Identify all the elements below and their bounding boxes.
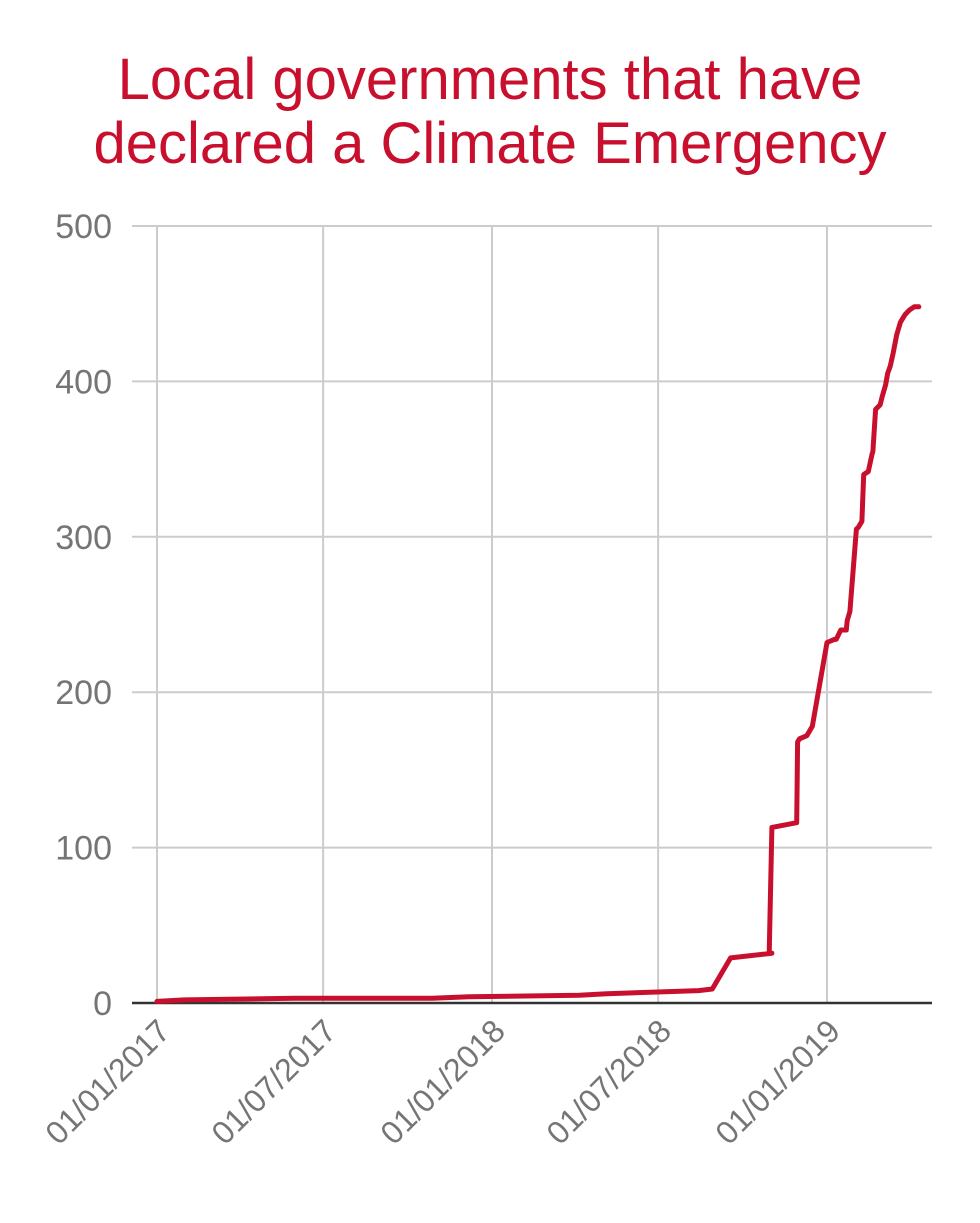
chart-title-line-2: declared a Climate Emergency [93, 111, 887, 176]
y-tick-label-500: 500 [55, 208, 112, 246]
x-tick-label-4: 01/01/2019 [708, 1012, 847, 1151]
x-tick-label-2: 01/01/2018 [373, 1012, 512, 1151]
series-line-0 [154, 304, 922, 1004]
y-tick-label-0: 0 [93, 985, 112, 1023]
chart-title: Local governments that have declared a C… [0, 48, 980, 176]
x-tick-label-1: 01/07/2017 [204, 1012, 343, 1151]
y-tick-label-200: 200 [55, 674, 112, 712]
chart-title-line-1: Local governments that have [117, 47, 863, 112]
y-tick-label-100: 100 [55, 830, 112, 868]
x-tick-label-3: 01/07/2018 [539, 1012, 678, 1151]
y-tick-label-400: 400 [55, 363, 112, 401]
x-tick-label-0: 01/01/2017 [38, 1012, 177, 1151]
grid-layer [132, 225, 932, 1003]
y-tick-label-300: 300 [55, 519, 112, 557]
line-layer [154, 304, 922, 1004]
